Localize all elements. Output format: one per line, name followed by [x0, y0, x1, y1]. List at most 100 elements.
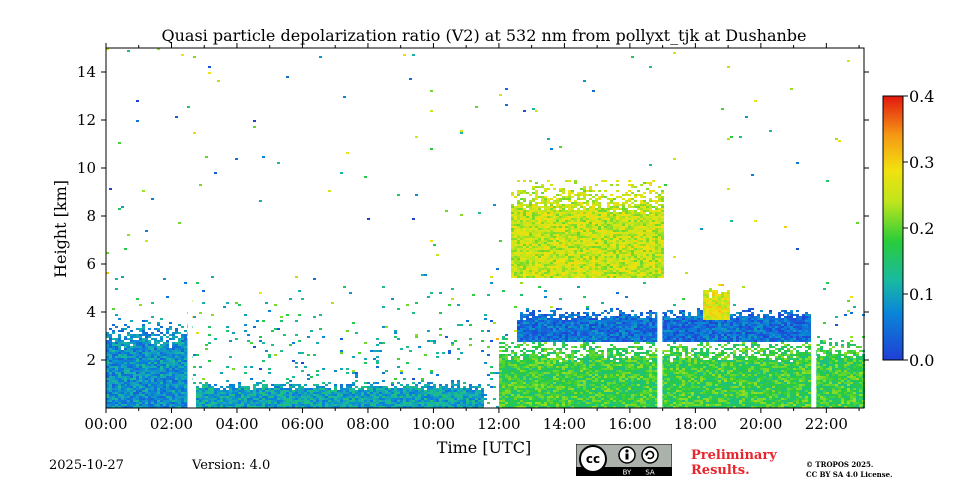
heatmap-cell [370, 394, 373, 396]
heatmap-cell [505, 104, 508, 106]
heatmap-cell [553, 352, 556, 354]
heatmap-cell [247, 400, 250, 402]
heatmap-cell [589, 250, 592, 252]
heatmap-cell [181, 382, 184, 384]
heatmap-cell [538, 370, 541, 372]
heatmap-cell [580, 252, 583, 254]
heatmap-cell [544, 252, 547, 254]
heatmap-cell [316, 400, 319, 402]
heatmap-cell [520, 322, 523, 324]
heatmap-cell [142, 320, 145, 322]
heatmap-cell [490, 320, 493, 322]
heatmap-cell [529, 266, 532, 268]
heatmap-cell [550, 402, 553, 404]
heatmap-cell [547, 376, 550, 378]
heatmap-cell [214, 406, 217, 408]
heatmap-cell [373, 392, 376, 394]
heatmap-cell [142, 190, 145, 192]
heatmap-cell [577, 312, 580, 314]
heatmap-cell [544, 348, 547, 350]
heatmap-cell [583, 344, 586, 346]
heatmap-cell [511, 370, 514, 372]
heatmap-cell [154, 406, 157, 408]
heatmap-cell [457, 388, 460, 390]
heatmap-cell [172, 382, 175, 384]
heatmap-cell [595, 346, 598, 348]
heatmap-cell [136, 400, 139, 402]
heatmap-cell [112, 348, 115, 350]
heatmap-cell [208, 342, 211, 344]
heatmap-cell [586, 400, 589, 402]
heatmap-cell [577, 366, 580, 368]
heatmap-cell [199, 404, 202, 406]
heatmap-cell [532, 352, 535, 354]
heatmap-cell [586, 392, 589, 394]
heatmap-cell [595, 358, 598, 360]
heatmap-cell [580, 320, 583, 322]
heatmap-cell [544, 212, 547, 214]
heatmap-cell [202, 384, 205, 386]
heatmap-cell [583, 316, 586, 318]
heatmap-cell [208, 392, 211, 394]
heatmap-cell [112, 360, 115, 362]
heatmap-cell [583, 252, 586, 254]
heatmap-cell [553, 358, 556, 360]
heatmap-cell [184, 346, 187, 348]
heatmap-cell [544, 220, 547, 222]
heatmap-cell [565, 366, 568, 368]
heatmap-cell [139, 388, 142, 390]
heatmap-cell [130, 402, 133, 404]
heatmap-cell [580, 238, 583, 240]
heatmap-cell [223, 402, 226, 404]
heatmap-cell [502, 386, 505, 388]
heatmap-cell [121, 400, 124, 402]
heatmap-cell [277, 406, 280, 408]
heatmap-cell [514, 222, 517, 224]
heatmap-cell [514, 236, 517, 238]
heatmap-cell [511, 366, 514, 368]
heatmap-cell [571, 248, 574, 250]
heatmap-cell [544, 342, 547, 344]
heatmap-cell [106, 378, 109, 380]
heatmap-cell [124, 366, 127, 368]
heatmap-cell [565, 266, 568, 268]
heatmap-cell [355, 380, 358, 382]
heatmap-cell [532, 346, 535, 348]
heatmap-cell [532, 392, 535, 394]
heatmap-cell [562, 236, 565, 238]
heatmap-cell [583, 244, 586, 246]
heatmap-cell [295, 402, 298, 404]
heatmap-cell [106, 358, 109, 360]
heatmap-cell [517, 326, 520, 328]
heatmap-cell [595, 370, 598, 372]
heatmap-cell [544, 258, 547, 260]
heatmap-cell [364, 342, 367, 344]
heatmap-cell [253, 326, 256, 328]
heatmap-cell [541, 262, 544, 264]
heatmap-cell [178, 380, 181, 382]
heatmap-cell [523, 316, 526, 318]
heatmap-cell [286, 396, 289, 398]
heatmap-cell [550, 224, 553, 226]
heatmap-cell [271, 394, 274, 396]
heatmap-cell [292, 360, 295, 362]
heatmap-cell [292, 394, 295, 396]
heatmap-cell [592, 212, 595, 214]
heatmap-cell [115, 342, 118, 344]
heatmap-cell [544, 206, 547, 208]
heatmap-cell [502, 396, 505, 398]
heatmap-cell [562, 328, 565, 330]
heatmap-cell [502, 370, 505, 372]
heatmap-cell [472, 404, 475, 406]
heatmap-cell [586, 398, 589, 400]
heatmap-cell [367, 386, 370, 388]
heatmap-cell [556, 356, 559, 358]
heatmap-cell [526, 392, 529, 394]
heatmap-cell [526, 230, 529, 232]
heatmap-cell [367, 400, 370, 402]
heatmap-cell [232, 394, 235, 396]
heatmap-cell [535, 396, 538, 398]
heatmap-cell [574, 202, 577, 204]
heatmap-cell [556, 328, 559, 330]
heatmap-cell [562, 380, 565, 382]
